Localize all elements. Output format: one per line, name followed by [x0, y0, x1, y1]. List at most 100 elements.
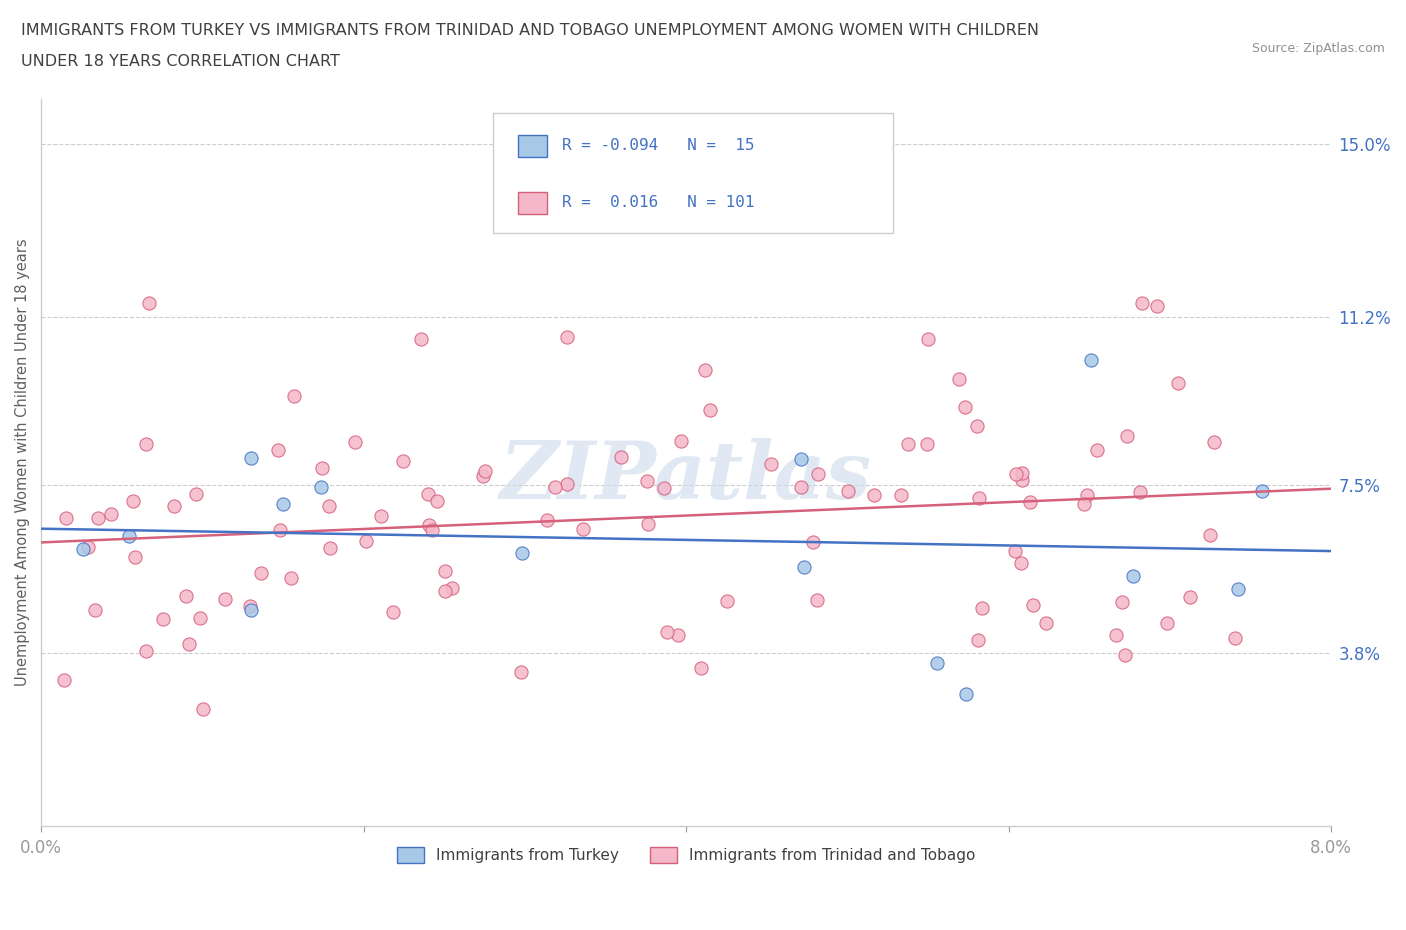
- Point: [135, 644, 157, 659]
- Point: [1105, 628, 1128, 643]
- Point: [283, 388, 305, 403]
- Point: [177, 637, 200, 652]
- Point: [87, 510, 110, 525]
- Point: [1223, 631, 1246, 645]
- Point: [1035, 616, 1057, 631]
- FancyBboxPatch shape: [519, 135, 547, 157]
- Point: [184, 486, 207, 501]
- Point: [972, 601, 994, 616]
- Point: [1010, 555, 1032, 570]
- Point: [163, 498, 186, 513]
- Point: [890, 487, 912, 502]
- Point: [174, 589, 197, 604]
- Point: [1073, 497, 1095, 512]
- Point: [55, 511, 77, 525]
- Point: [309, 479, 332, 494]
- Text: R =  0.016   N = 101: R = 0.016 N = 101: [562, 195, 755, 210]
- Point: [510, 665, 533, 680]
- Point: [716, 593, 738, 608]
- Point: [1080, 353, 1102, 368]
- Point: [1004, 543, 1026, 558]
- Point: [655, 625, 678, 640]
- Point: [1019, 494, 1042, 509]
- Point: [1076, 487, 1098, 502]
- Point: [138, 296, 160, 311]
- Point: [392, 454, 415, 469]
- Point: [472, 469, 495, 484]
- Point: [152, 612, 174, 627]
- Point: [1178, 590, 1201, 604]
- Point: [269, 523, 291, 538]
- Point: [1129, 485, 1152, 499]
- Point: [1204, 434, 1226, 449]
- Point: [409, 331, 432, 346]
- Point: [557, 330, 579, 345]
- Point: [343, 434, 366, 449]
- Text: Source: ZipAtlas.com: Source: ZipAtlas.com: [1251, 42, 1385, 55]
- Point: [240, 450, 263, 465]
- Point: [652, 481, 675, 496]
- Point: [214, 591, 236, 606]
- Point: [474, 464, 496, 479]
- Point: [418, 518, 440, 533]
- Point: [239, 603, 262, 618]
- Point: [280, 570, 302, 585]
- Point: [118, 529, 141, 544]
- Point: [271, 496, 294, 511]
- Point: [699, 403, 721, 418]
- Point: [759, 457, 782, 472]
- Point: [966, 632, 988, 647]
- Point: [1115, 429, 1137, 444]
- Point: [83, 603, 105, 618]
- Point: [1111, 594, 1133, 609]
- Point: [418, 486, 440, 501]
- Point: [191, 702, 214, 717]
- FancyBboxPatch shape: [492, 113, 893, 233]
- Point: [953, 400, 976, 415]
- FancyBboxPatch shape: [519, 192, 547, 214]
- Point: [571, 521, 593, 536]
- Point: [135, 437, 157, 452]
- Point: [1011, 473, 1033, 488]
- Point: [1226, 582, 1249, 597]
- Point: [636, 473, 658, 488]
- Point: [693, 363, 716, 378]
- Point: [1132, 296, 1154, 311]
- Point: [925, 655, 948, 670]
- Point: [536, 512, 558, 527]
- Point: [426, 494, 449, 509]
- Point: [319, 540, 342, 555]
- Point: [370, 508, 392, 523]
- Point: [434, 564, 457, 578]
- Point: [434, 584, 457, 599]
- Point: [267, 442, 290, 457]
- Point: [948, 371, 970, 386]
- Point: [690, 660, 713, 675]
- Point: [1114, 648, 1136, 663]
- Point: [917, 331, 939, 346]
- Point: [1085, 443, 1108, 458]
- Point: [806, 592, 828, 607]
- Y-axis label: Unemployment Among Women with Children Under 18 years: Unemployment Among Women with Children U…: [15, 238, 30, 686]
- Point: [1005, 466, 1028, 481]
- Point: [100, 506, 122, 521]
- Point: [122, 493, 145, 508]
- Point: [188, 610, 211, 625]
- Legend: Immigrants from Turkey, Immigrants from Trinidad and Tobago: Immigrants from Turkey, Immigrants from …: [391, 841, 981, 870]
- Point: [1011, 465, 1033, 480]
- Point: [52, 672, 75, 687]
- Point: [837, 484, 859, 498]
- Text: R = -0.094   N =  15: R = -0.094 N = 15: [562, 139, 755, 153]
- Point: [441, 580, 464, 595]
- Point: [381, 604, 404, 619]
- Point: [966, 418, 988, 433]
- Point: [1122, 568, 1144, 583]
- Point: [311, 460, 333, 475]
- Point: [790, 480, 813, 495]
- Point: [793, 560, 815, 575]
- Point: [249, 565, 271, 580]
- Point: [666, 627, 689, 642]
- Point: [967, 490, 990, 505]
- Point: [72, 541, 94, 556]
- Point: [1167, 376, 1189, 391]
